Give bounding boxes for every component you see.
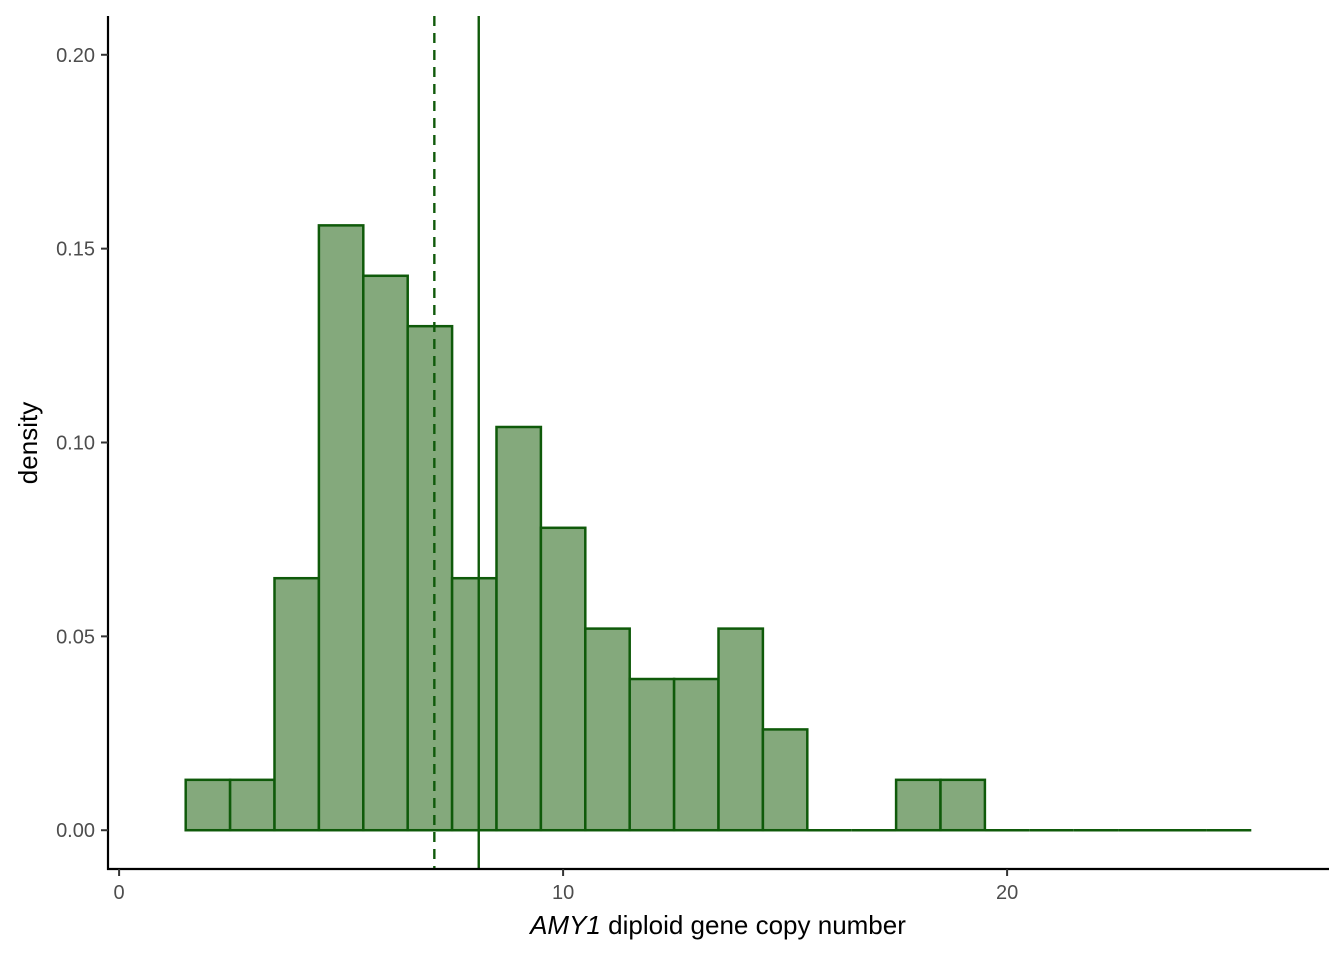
x-tick-label: 0: [114, 882, 125, 904]
y-tick-label: 0.20: [56, 45, 95, 67]
x-tick-label: 20: [996, 882, 1018, 904]
ticks-layer: 0 10 20 0.00 0.05 0.10 0.15 0.20: [56, 45, 1018, 904]
histogram-bar-12: [628, 677, 676, 832]
histogram-bar-8: [450, 576, 498, 832]
y-tick-label: 0.10: [56, 433, 95, 455]
histogram-bar-19: [939, 778, 987, 832]
x-tick-label: 10: [552, 882, 574, 904]
reference-lines-layer: [433, 16, 480, 869]
histogram-bar-14: [717, 627, 765, 832]
histogram-bar-18: [894, 778, 942, 832]
histogram-bar-7: [406, 324, 454, 832]
histogram-bar-5: [317, 224, 365, 832]
histogram-bar-15: [761, 728, 809, 832]
x-axis-title-gene: AMY1: [528, 910, 601, 940]
y-axis-title: density: [13, 402, 43, 484]
histogram-bar-4: [273, 576, 321, 832]
y-tick-label: 0.00: [56, 820, 95, 842]
y-tick-label: 0.15: [56, 239, 95, 261]
histogram-bar-3: [228, 778, 276, 832]
histogram-bar-13: [672, 677, 720, 832]
y-tick-label: 0.05: [56, 626, 95, 648]
histogram-bar-2: [184, 778, 232, 832]
histogram-bar-6: [362, 274, 409, 832]
histogram-bar-11: [584, 627, 631, 832]
x-axis-title-rest: diploid gene copy number: [601, 910, 906, 940]
bars-layer: [184, 224, 1252, 832]
histogram-bar-10: [539, 526, 587, 832]
x-axis-title: AMY1 diploid gene copy number: [528, 910, 906, 940]
histogram-bar-9: [495, 425, 543, 832]
